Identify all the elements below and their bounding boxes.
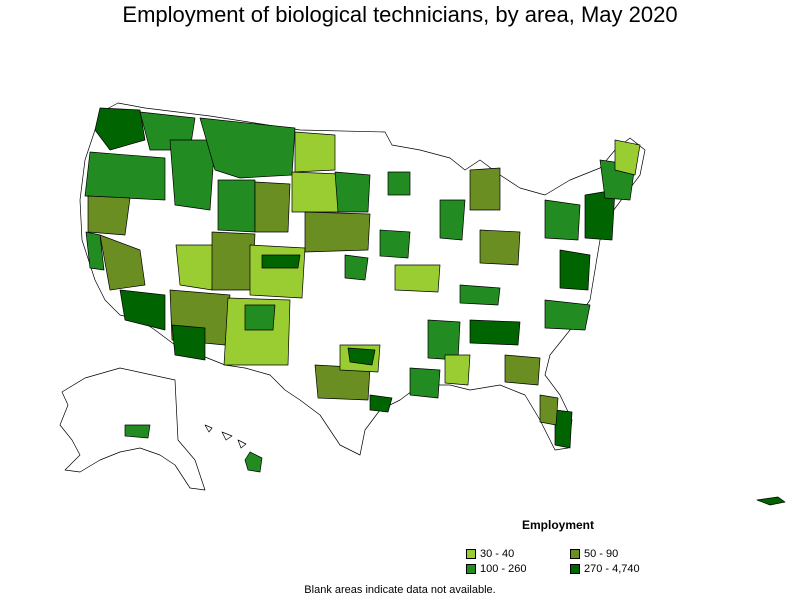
hawaii-big-island bbox=[244, 451, 263, 473]
footnote: Blank areas indicate data not available. bbox=[304, 584, 496, 596]
area-nebraska bbox=[304, 211, 371, 253]
area-alabama bbox=[444, 354, 471, 386]
area-pennsylvania bbox=[544, 199, 581, 241]
legend-label: 50 - 90 bbox=[584, 548, 619, 560]
area-wisconsin bbox=[439, 199, 466, 241]
legend-swatch bbox=[466, 549, 476, 559]
legend-item-270-4740: 270 - 4,740 bbox=[570, 563, 640, 575]
area-wyoming-east bbox=[254, 181, 291, 233]
legend-title: Employment bbox=[522, 518, 595, 532]
area-north-dakota bbox=[294, 131, 336, 173]
area-virginia bbox=[559, 249, 591, 291]
area-maine bbox=[614, 139, 641, 176]
area-florida-central bbox=[539, 394, 559, 426]
area-florida-south bbox=[554, 409, 573, 449]
area-alaska-south bbox=[124, 424, 151, 439]
legend-label: 30 - 40 bbox=[480, 548, 515, 560]
area-arizona-south bbox=[171, 324, 206, 361]
area-washington-west bbox=[94, 107, 146, 151]
area-colorado-front bbox=[261, 254, 301, 269]
area-tennessee bbox=[469, 319, 521, 346]
area-texas-houston bbox=[369, 394, 393, 413]
area-mississippi bbox=[427, 319, 461, 361]
area-louisiana bbox=[409, 367, 441, 399]
area-south-dakota bbox=[291, 171, 341, 213]
area-new-mexico-north bbox=[244, 304, 276, 331]
area-idaho bbox=[169, 139, 216, 211]
legend-item-30-40: 30 - 40 bbox=[466, 548, 514, 560]
area-minnesota bbox=[387, 171, 411, 196]
area-missouri bbox=[394, 264, 441, 293]
area-south-dakota-east bbox=[334, 171, 371, 213]
area-oregon-south bbox=[87, 195, 131, 236]
area-colorado bbox=[249, 244, 306, 299]
legend-label: 100 - 260 bbox=[480, 563, 527, 575]
legend-swatch bbox=[466, 564, 476, 574]
area-wyoming bbox=[217, 179, 256, 233]
legend-item-50-90: 50 - 90 bbox=[570, 548, 618, 560]
puerto-rico bbox=[756, 496, 786, 506]
hawaii-islands bbox=[204, 424, 247, 449]
legend-swatch bbox=[570, 549, 580, 559]
area-oregon bbox=[84, 151, 166, 201]
area-california-central bbox=[99, 234, 146, 291]
area-iowa bbox=[379, 229, 411, 259]
area-california-bay bbox=[85, 231, 105, 271]
area-montana bbox=[199, 117, 296, 179]
area-georgia bbox=[504, 354, 541, 386]
map-title: Employment of biological technicians, by… bbox=[122, 2, 678, 27]
area-michigan bbox=[469, 167, 501, 211]
area-kentucky bbox=[459, 284, 501, 306]
legend-item-100-260: 100 - 260 bbox=[466, 563, 526, 575]
area-nevada-south bbox=[175, 244, 216, 291]
area-carolinas bbox=[544, 299, 591, 331]
legend-label: 270 - 4,740 bbox=[584, 563, 640, 575]
area-ohio bbox=[479, 229, 521, 266]
area-kansas bbox=[344, 254, 369, 281]
area-utah bbox=[211, 231, 256, 291]
area-california-south bbox=[119, 289, 166, 331]
area-texas-dallas bbox=[347, 347, 376, 366]
legend-swatch bbox=[570, 564, 580, 574]
